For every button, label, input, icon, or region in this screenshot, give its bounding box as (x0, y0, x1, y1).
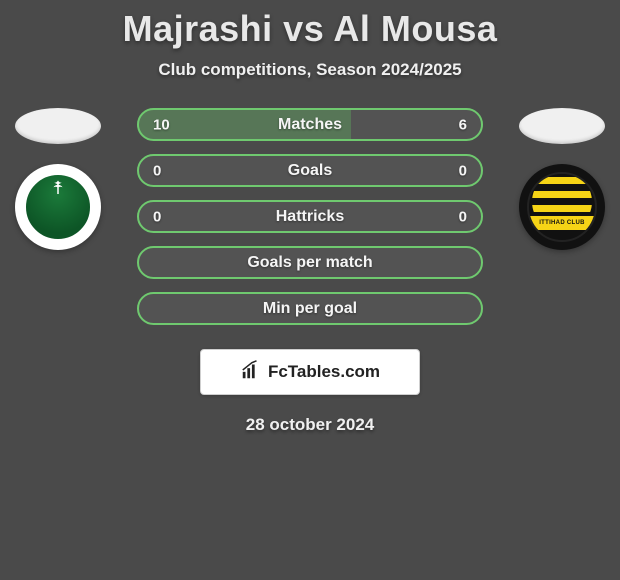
player-left (8, 108, 108, 238)
date-text: 28 october 2024 (0, 415, 620, 435)
stat-rows: 10 Matches 6 0 Goals 0 0 Hattricks 0 Goa… (137, 108, 483, 325)
stat-label: Goals (288, 162, 332, 180)
stat-row-matches: 10 Matches 6 (137, 108, 483, 141)
stat-right-value: 0 (459, 162, 467, 179)
stat-row-hattricks: 0 Hattricks 0 (137, 200, 483, 233)
palm-icon (49, 179, 67, 202)
stat-left-value: 0 (153, 208, 161, 225)
player-right: ITTIHAD CLUB (512, 108, 612, 238)
club-crest-right: ITTIHAD CLUB (527, 172, 597, 242)
brand-box[interactable]: FcTables.com (200, 349, 420, 395)
page-subtitle: Club competitions, Season 2024/2025 (0, 60, 620, 80)
stats-area: ITTIHAD CLUB 10 Matches 6 0 Goals 0 0 Ha… (0, 108, 620, 435)
stat-row-min-per-goal: Min per goal (137, 292, 483, 325)
stat-left-value: 10 (153, 116, 170, 133)
player-left-silhouette (15, 108, 101, 144)
club-logo-left (15, 164, 101, 250)
player-right-silhouette (519, 108, 605, 144)
comparison-card: Majrashi vs Al Mousa Club competitions, … (0, 0, 620, 580)
brand-text: FcTables.com (268, 362, 380, 382)
stat-left-value: 0 (153, 162, 161, 179)
stat-label: Min per goal (263, 300, 357, 318)
chart-icon (240, 359, 262, 386)
stat-right-value: 0 (459, 208, 467, 225)
stripes-icon (529, 174, 595, 240)
stat-label: Matches (278, 116, 342, 134)
stat-label: Hattricks (276, 208, 344, 226)
club-logo-right: ITTIHAD CLUB (519, 164, 605, 250)
stat-right-value: 6 (459, 116, 467, 133)
club-crest-left (23, 172, 93, 242)
club-banner-text: ITTIHAD CLUB (529, 216, 595, 230)
page-title: Majrashi vs Al Mousa (0, 8, 620, 50)
stat-label: Goals per match (247, 254, 372, 272)
stat-row-goals-per-match: Goals per match (137, 246, 483, 279)
stat-row-goals: 0 Goals 0 (137, 154, 483, 187)
